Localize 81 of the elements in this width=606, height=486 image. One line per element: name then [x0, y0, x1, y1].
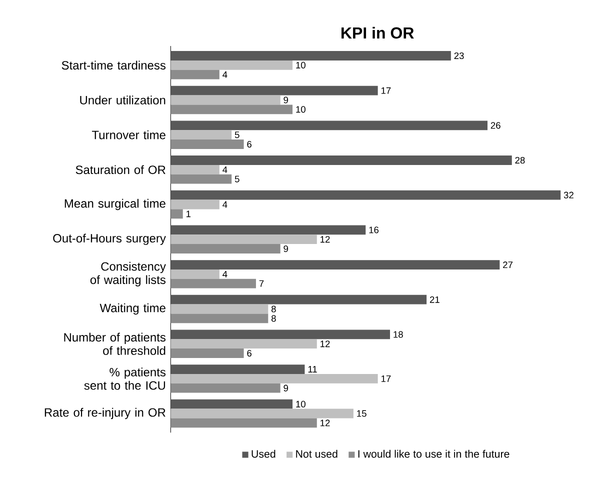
- y-tick-label: Waiting time: [100, 303, 166, 315]
- data-label: 4: [222, 166, 228, 173]
- y-tick-label: % patients sent to the ICU: [84, 368, 166, 390]
- data-label: 10: [296, 62, 306, 68]
- data-label: 8: [271, 306, 276, 312]
- bar: [170, 234, 317, 244]
- y-tick-label: Mean surgical time: [64, 198, 166, 210]
- data-label: 11: [308, 366, 317, 372]
- bar: [170, 120, 488, 130]
- data-label: 6: [247, 350, 252, 357]
- y-tick-label: Rate of re-injury in OR: [44, 408, 166, 420]
- bar: [170, 86, 378, 96]
- bar: [170, 294, 427, 304]
- chart-title: KPI in OR: [342, 26, 414, 39]
- data-label: 17: [381, 375, 391, 382]
- bar: [170, 244, 280, 254]
- bar: [170, 190, 561, 200]
- data-label: 12: [320, 236, 330, 243]
- y-tick-label: Under utilization: [80, 96, 166, 104]
- bar: [170, 130, 232, 140]
- legend-label: Used: [252, 450, 276, 458]
- bar: [170, 164, 220, 174]
- data-label: 6: [247, 140, 252, 148]
- bar: [170, 383, 280, 393]
- data-label: 17: [381, 87, 391, 94]
- y-tick-label: Consistency of waiting lists: [90, 262, 166, 286]
- bar: [170, 225, 366, 235]
- data-label: 8: [271, 315, 276, 322]
- data-label: 12: [320, 420, 330, 426]
- bar: [170, 330, 390, 340]
- data-label: 26: [490, 122, 500, 129]
- data-label: 9: [284, 245, 288, 252]
- y-tick-label: Number of patients of threshold: [64, 332, 166, 355]
- bar: [170, 399, 293, 409]
- bar: [170, 364, 305, 374]
- bar: [170, 374, 378, 384]
- bar: [170, 174, 232, 184]
- bar: [170, 60, 293, 70]
- data-label: 27: [503, 262, 513, 268]
- data-label: 4: [222, 270, 228, 278]
- data-label: 7: [259, 280, 264, 287]
- bar: [170, 278, 256, 288]
- bar: [170, 339, 317, 349]
- bar: [170, 269, 220, 279]
- data-label: 10: [296, 400, 306, 408]
- data-label: 23: [454, 52, 464, 60]
- data-label: 16: [369, 226, 379, 234]
- data-label: 12: [320, 340, 330, 348]
- legend-label: I would like to use it in the future: [358, 450, 510, 458]
- bar: [170, 156, 512, 165]
- bar: [170, 200, 220, 210]
- data-label: 18: [394, 331, 403, 338]
- bar: [170, 408, 354, 418]
- y-tick-label: Saturation of OR: [76, 165, 166, 174]
- bar: [170, 209, 183, 219]
- data-label: 28: [515, 156, 525, 164]
- bar: [170, 51, 451, 60]
- data-label: 1: [186, 210, 191, 218]
- y-tick-label: Start-time tardiness: [62, 60, 166, 70]
- data-label: 9: [284, 384, 288, 392]
- bar: [170, 348, 244, 358]
- y-tick-label: Out-of-Hours surgery: [53, 234, 166, 245]
- bar: [170, 95, 280, 105]
- data-label: 32: [564, 192, 574, 198]
- y-tick-label: Turnover time: [92, 130, 166, 140]
- data-label: 4: [222, 201, 228, 208]
- bar: [170, 104, 293, 114]
- bar: [170, 260, 500, 270]
- data-label: 5: [234, 132, 240, 138]
- data-label: 5: [234, 176, 240, 182]
- legend-label: Not used: [296, 450, 338, 458]
- data-label: 9: [284, 96, 288, 104]
- bar: [170, 418, 317, 428]
- data-label: 15: [357, 410, 366, 417]
- bar: [170, 140, 244, 149]
- bar: [170, 70, 220, 80]
- data-label: 10: [296, 106, 306, 113]
- bar: [170, 314, 268, 324]
- data-label: 4: [222, 71, 228, 78]
- data-label: 21: [430, 296, 440, 303]
- bar: [170, 304, 268, 314]
